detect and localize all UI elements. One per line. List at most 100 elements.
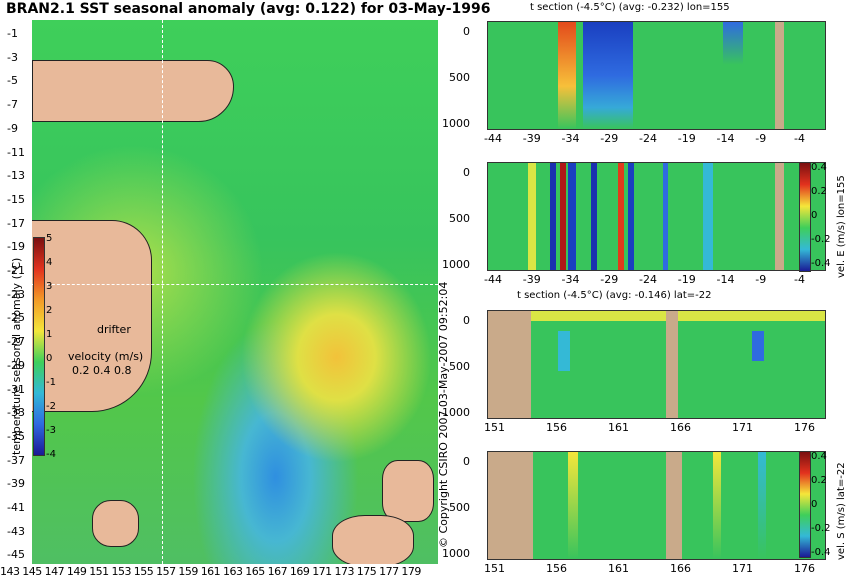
lon-155-dashed-line (162, 20, 163, 564)
lat-tick-label: -19 (7, 240, 25, 254)
panel-x-tick: 171 (732, 562, 753, 575)
panel-y-tick: 0 (463, 25, 470, 38)
lat-tick-label: -3 (7, 50, 18, 64)
lat-tick-label: -11 (7, 145, 25, 159)
panel-y-tick: 1000 (442, 117, 470, 130)
lat-tick-label: -17 (7, 216, 25, 230)
panel-y-tick: 1000 (442, 258, 470, 271)
panel-x-tick: -4 (794, 132, 805, 145)
lat-tick-label: -37 (7, 453, 25, 467)
panel-x-tick: -39 (522, 132, 541, 145)
drifter-label: drifter (97, 323, 131, 336)
panel-x-tick: -34 (561, 132, 580, 145)
panel2-section (487, 162, 826, 271)
sst-colorbar-tick: -4 (46, 449, 56, 460)
sst-colorbar-tick: 1 (46, 329, 53, 340)
panel-x-tick: -44 (484, 132, 502, 145)
panel1-title: t section (-4.5°C) (avg: -0.232) lon=155 (530, 2, 730, 13)
lon-tick-label: 163 (223, 565, 243, 578)
map-title: BRAN2.1 SST seasonal anomaly (avg: 0.122… (6, 1, 491, 17)
panel-x-tick: -29 (600, 273, 619, 286)
lon-tick-label: 147 (44, 565, 65, 578)
panel-x-tick: -29 (600, 132, 619, 145)
vel-s-colorbar (799, 451, 811, 558)
lon-tick-label: 175 (356, 565, 377, 578)
panel-colorbar-tick: 0 (811, 499, 818, 510)
panel-y-tick: 0 (463, 455, 470, 468)
lon-tick-label: 165 (245, 565, 265, 578)
lat-tick-label: -15 (7, 192, 25, 206)
panel-colorbar-tick: -0.4 (811, 547, 831, 558)
lat-tick-label: -39 (7, 477, 25, 491)
sst-colorbar (33, 237, 45, 456)
panel-x-tick: 161 (608, 421, 629, 434)
panel1-section (487, 21, 826, 130)
panel-x-tick: -24 (639, 132, 657, 145)
panel-colorbar-tick: 0.4 (811, 162, 827, 173)
lon-tick-label: 171 (312, 565, 332, 578)
lat-tick-label: -5 (7, 74, 18, 88)
lat-tick-label: -27 (7, 335, 25, 349)
panel-x-tick: -9 (755, 273, 767, 286)
lon-tick-label: 169 (289, 565, 310, 578)
panel-x-tick: -24 (639, 273, 657, 286)
panel-colorbar-tick: 0 (811, 210, 818, 221)
sst-colorbar-tick: 5 (46, 233, 53, 244)
panel-x-tick: 166 (670, 421, 691, 434)
lat-minus-22-dashed-line (32, 284, 438, 285)
panel-x-tick: 156 (546, 562, 567, 575)
new-zealand-north-land (382, 460, 434, 522)
lon-tick-label: 159 (178, 565, 198, 578)
panel-x-tick: -14 (716, 273, 735, 286)
panel-y-tick: 500 (449, 71, 470, 84)
panel-y-tick: 0 (463, 166, 470, 179)
panel-y-tick: 500 (449, 360, 470, 373)
lat-tick-label: -45 (7, 548, 25, 562)
lat-tick-label: -1 (7, 27, 18, 40)
panel-x-tick: -19 (677, 132, 696, 145)
panel-y-tick: 500 (449, 212, 470, 225)
panel-colorbar-tick: -0.2 (811, 523, 831, 534)
lat-tick-label: -7 (7, 98, 18, 112)
australia-land (32, 220, 152, 412)
panel-x-tick: 171 (732, 421, 753, 434)
vel-e-colorbar-label: vel. E (m/s) lon=155 (836, 175, 847, 278)
lat-tick-label: -41 (7, 501, 25, 514)
sst-colorbar-tick: -1 (46, 377, 56, 388)
velocity-scale: 0.2 0.4 0.8 (72, 364, 132, 377)
panel-x-tick: 166 (670, 562, 691, 575)
lon-tick-label: 143 (0, 565, 20, 578)
panel-x-tick: -39 (522, 273, 541, 286)
panel-x-tick: 176 (794, 562, 815, 575)
lon-tick-label: 161 (200, 565, 221, 578)
sst-colorbar-tick: 2 (46, 305, 53, 316)
lat-tick-label: -43 (7, 524, 25, 538)
panel-y-tick: 500 (449, 501, 470, 514)
sst-map (32, 20, 438, 564)
lat-tick-label: -9 (7, 121, 18, 135)
lon-tick-label: 145 (22, 565, 42, 578)
sst-colorbar-tick: 0 (46, 353, 53, 364)
lat-tick-label: -13 (7, 169, 25, 183)
panel-colorbar-tick: 0.2 (811, 475, 827, 486)
panel3-title: t section (-4.5°C) (avg: -0.146) lat=-22 (517, 290, 712, 301)
new-guinea-land (32, 60, 234, 122)
panel3-section (487, 310, 826, 419)
tasmania-land (92, 500, 139, 547)
panel-x-tick: -9 (755, 132, 767, 145)
lon-tick-label: 157 (156, 565, 176, 578)
lon-tick-label: 179 (401, 565, 421, 578)
panel-x-tick: -19 (677, 273, 696, 286)
sst-colorbar-tick: 3 (46, 281, 53, 292)
panel-x-tick: 176 (794, 421, 815, 434)
lon-tick-label: 153 (111, 565, 132, 578)
panel-colorbar-tick: -0.4 (811, 258, 831, 269)
lat-tick-label: -23 (7, 287, 25, 301)
panel-colorbar-tick: -0.2 (811, 234, 831, 245)
panel4-section (487, 451, 826, 560)
panel-x-tick: -44 (484, 273, 502, 286)
lat-tick-label: -21 (7, 264, 25, 277)
panel-x-tick: 151 (484, 562, 505, 575)
lon-tick-label: 149 (66, 565, 87, 578)
new-zealand-south-land (332, 515, 414, 564)
